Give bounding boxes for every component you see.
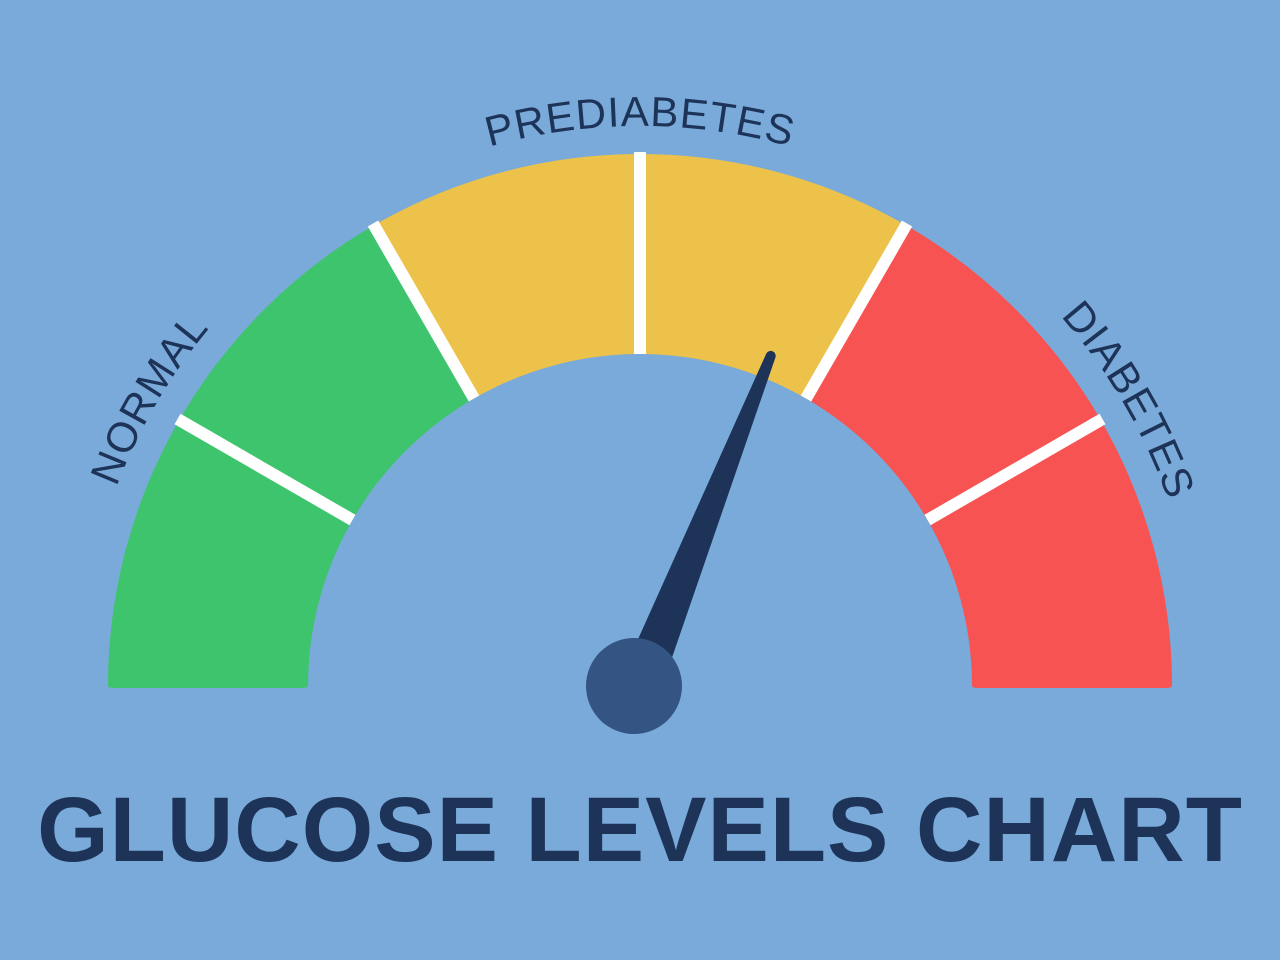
- gauge-needle: [620, 350, 776, 694]
- gauge-divider-1: [174, 413, 356, 526]
- needle-hub: [586, 638, 682, 734]
- gauge-base-right: [972, 684, 1172, 688]
- zone-label-prediabetes: PREDIABETES: [480, 88, 800, 155]
- gauge-divider-2: [367, 220, 480, 402]
- gauge-segment-diabetes-1: [806, 225, 1101, 521]
- gauge-divider-5: [924, 413, 1106, 526]
- gauge-segment-normal-2: [179, 225, 475, 521]
- gauge-base-left: [108, 684, 308, 688]
- zone-label-text-prediabetes: PREDIABETES: [480, 88, 799, 155]
- gauge-divider-4: [800, 220, 913, 402]
- gauge-dividers: [174, 152, 1106, 526]
- chart-title: GLUCOSE LEVELS CHART: [37, 779, 1243, 881]
- gauge-needle-group: [586, 350, 776, 734]
